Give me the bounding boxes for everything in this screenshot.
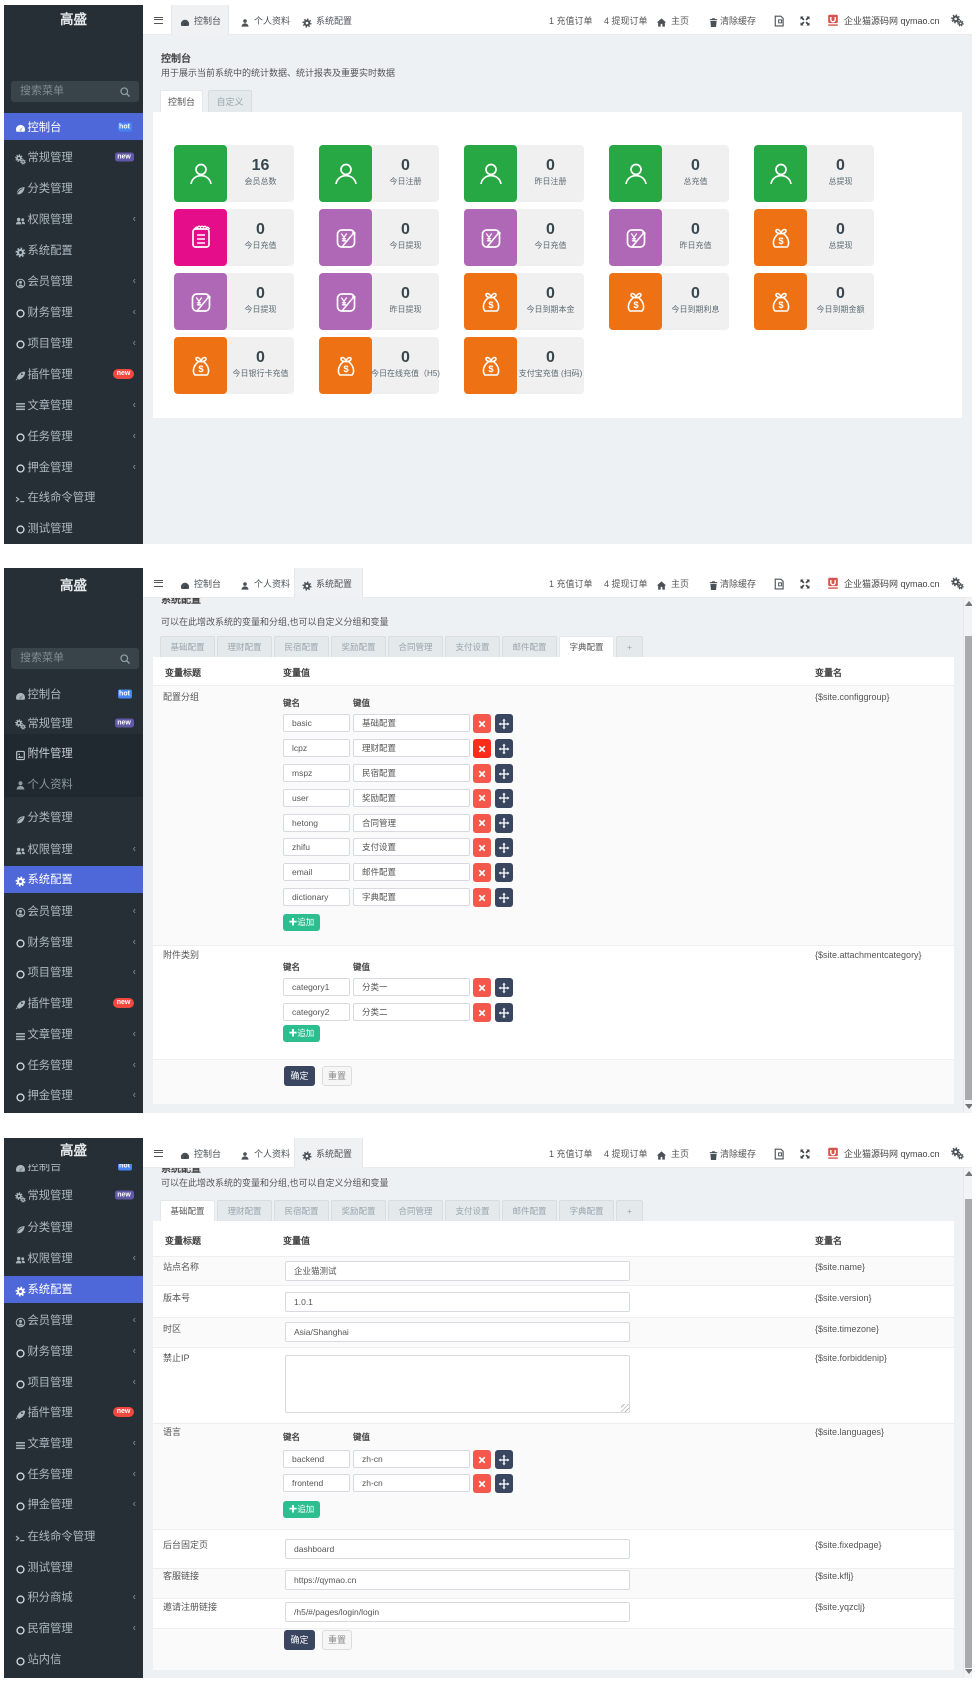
- svg-text:$: $: [778, 299, 784, 310]
- svg-text:$: $: [633, 299, 639, 310]
- svg-text:$: $: [198, 363, 204, 374]
- svg-text:$: $: [488, 299, 494, 310]
- svg-text:$: $: [343, 363, 349, 374]
- svg-text:$: $: [488, 363, 494, 374]
- svg-text:$: $: [778, 235, 784, 246]
